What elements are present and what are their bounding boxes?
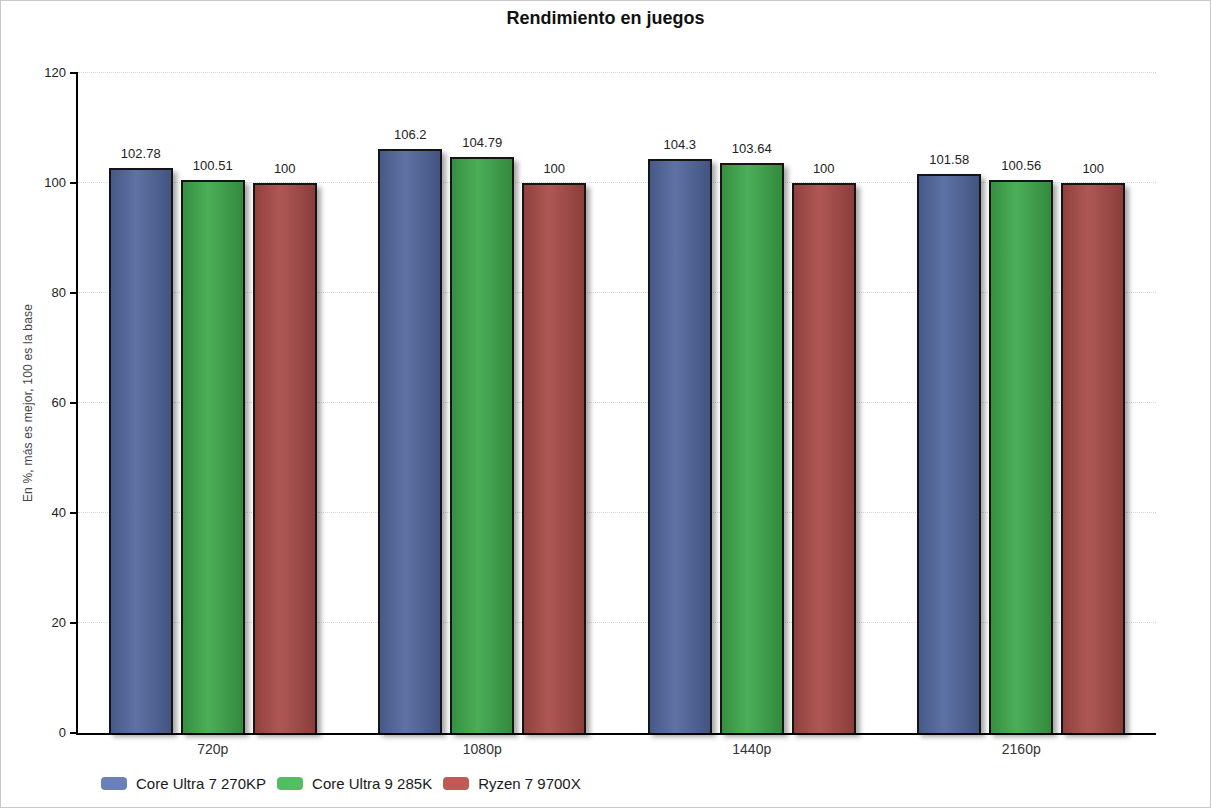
bar-value-label: 100 <box>1041 161 1145 176</box>
bar-core-ultra-9-285k-720p <box>181 180 245 733</box>
chart-container: Rendimiento en juegos En %, más es mejor… <box>0 0 1211 808</box>
y-tick-label-40: 40 <box>26 506 66 519</box>
bar-ryzen-7-9700x-720p <box>253 183 317 733</box>
legend-label: Core Ultra 7 270KP <box>136 775 266 792</box>
y-tick-label-20: 20 <box>26 616 66 629</box>
y-tick-label-60: 60 <box>26 396 66 409</box>
y-tick-label-80: 80 <box>26 286 66 299</box>
y-tick-100 <box>70 182 78 184</box>
legend-swatch-icon <box>443 777 469 790</box>
legend-swatch-icon <box>101 777 127 790</box>
bar-core-ultra-9-285k-1440p <box>720 163 784 733</box>
plot-area: 020406080100120102.78100.51100720p106.21… <box>78 73 1156 733</box>
x-axis-label-720p: 720p <box>78 741 348 757</box>
y-tick-label-120: 120 <box>26 66 66 79</box>
legend-item-core-ultra-7-270kp: Core Ultra 7 270KP <box>101 775 266 792</box>
y-tick-80 <box>70 292 78 294</box>
y-axis-line <box>76 73 78 735</box>
bar-core-ultra-7-270kp-2160p <box>917 174 981 733</box>
bar-ryzen-7-9700x-1440p <box>792 183 856 733</box>
bar-value-label: 100 <box>502 161 606 176</box>
y-tick-40 <box>70 512 78 514</box>
gridline-120 <box>78 72 1156 73</box>
x-axis-label-1080p: 1080p <box>348 741 618 757</box>
y-tick-20 <box>70 622 78 624</box>
legend-label: Ryzen 7 9700X <box>478 775 581 792</box>
x-axis-line <box>76 733 1156 735</box>
bar-value-label: 100 <box>772 161 876 176</box>
legend-label: Core Ultra 9 285K <box>312 775 432 792</box>
legend-swatch-icon <box>277 777 303 790</box>
chart-title: Rendimiento en juegos <box>1 8 1210 29</box>
bar-core-ultra-9-285k-1080p <box>450 157 514 733</box>
y-tick-0 <box>70 732 78 734</box>
bar-value-label: 104.79 <box>430 135 534 150</box>
bar-core-ultra-7-270kp-1080p <box>378 149 442 733</box>
y-tick-60 <box>70 402 78 404</box>
bar-core-ultra-7-270kp-1440p <box>648 159 712 733</box>
y-tick-label-100: 100 <box>26 176 66 189</box>
x-axis-label-1440p: 1440p <box>617 741 887 757</box>
y-tick-120 <box>70 72 78 74</box>
bar-value-label: 103.64 <box>700 141 804 156</box>
bar-ryzen-7-9700x-1080p <box>522 183 586 733</box>
bar-core-ultra-7-270kp-720p <box>109 168 173 733</box>
bar-core-ultra-9-285k-2160p <box>989 180 1053 733</box>
x-axis-label-2160p: 2160p <box>887 741 1157 757</box>
bar-value-label: 100 <box>233 161 337 176</box>
legend: Core Ultra 7 270KP Core Ultra 9 285K Ryzen… <box>101 775 581 792</box>
bar-ryzen-7-9700x-2160p <box>1061 183 1125 733</box>
y-tick-label-0: 0 <box>26 726 66 739</box>
legend-item-core-ultra-9-285k: Core Ultra 9 285K <box>277 775 432 792</box>
legend-item-ryzen-7-9700x: Ryzen 7 9700X <box>443 775 581 792</box>
